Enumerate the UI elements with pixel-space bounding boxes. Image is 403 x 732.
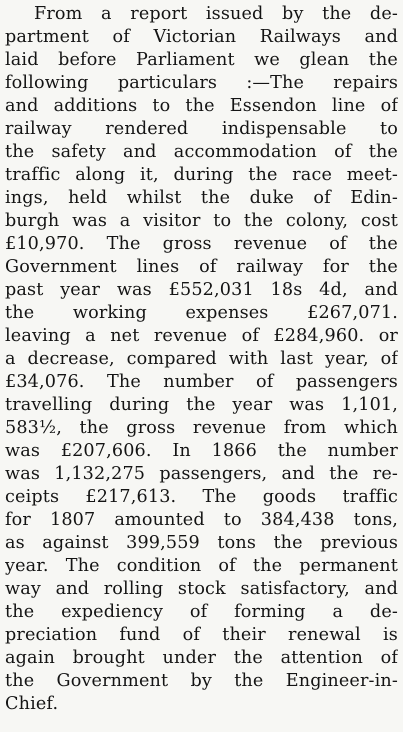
text-line: was 1,132,275 passengers, and the re-	[5, 464, 398, 484]
text-line: again brought under the attention of	[5, 648, 398, 668]
text-line: year. The condition of the permanent	[5, 556, 398, 576]
text-line: the expediency of forming a de-	[5, 602, 398, 622]
text-line: ings, held whilst the duke of Edin-	[5, 188, 398, 208]
text-line: burgh was a visitor to the colony, cost	[5, 211, 398, 231]
text-line: £34,076. The number of passengers	[5, 372, 398, 392]
text-line: the Government by the Engineer-in-	[5, 671, 398, 691]
text-line: was £207,606. In 1866 the number	[5, 441, 398, 461]
text-line: Chief.	[5, 694, 59, 714]
text-line: traffic along it, during the race meet-	[5, 165, 398, 185]
text-line: ceipts £217,613. The goods traffic	[5, 487, 398, 507]
text-line: laid before Parliament we glean the	[5, 50, 398, 70]
text-line: a decrease, compared with last year, of	[5, 349, 398, 369]
text-line: following particulars :—The repairs	[5, 73, 398, 93]
text-line: railway rendered indispensable to	[5, 119, 398, 139]
text-line: for 1807 amounted to 384,438 tons,	[5, 510, 398, 530]
text-line: partment of Victorian Railways and	[5, 27, 398, 47]
text-line: From a report issued by the de-	[34, 4, 398, 24]
text-line: 583½, the gross revenue from which	[5, 418, 398, 438]
text-line: travelling during the year was 1,101,	[5, 395, 398, 415]
text-line: way and rolling stock satisfactory, and	[5, 579, 398, 599]
text-line: preciation fund of their renewal is	[5, 625, 398, 645]
text-line: past year was £552,031 18s 4d, and	[5, 280, 398, 300]
text-line: the working expenses £267,071.	[5, 303, 398, 323]
text-line: and additions to the Essendon line of	[5, 96, 398, 116]
text-line: leaving a net revenue of £284,960. or	[5, 326, 398, 346]
text-line: the safety and accommodation of the	[5, 142, 398, 162]
text-line: as against 399,559 tons the previous	[5, 533, 398, 553]
text-line: £10,970. The gross revenue of the	[5, 234, 398, 254]
text-line: Government lines of railway for the	[5, 257, 398, 277]
